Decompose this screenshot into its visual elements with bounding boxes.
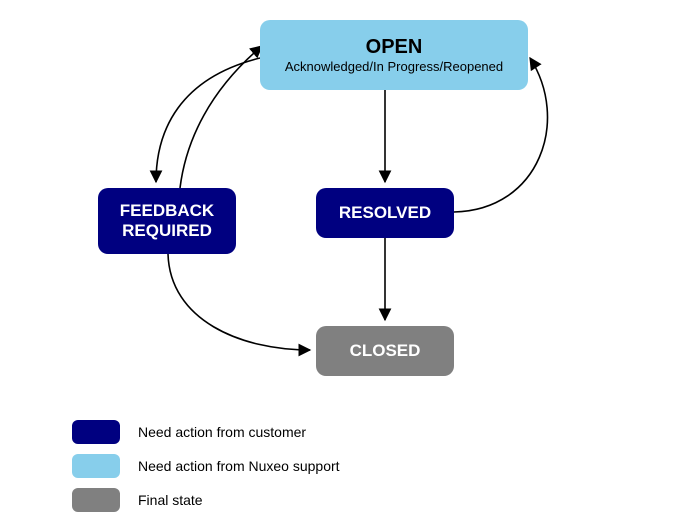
node-closed-title: CLOSED <box>350 341 421 361</box>
legend-label: Final state <box>138 492 203 508</box>
legend-swatch <box>72 420 120 444</box>
node-resolved: RESOLVED <box>316 188 454 238</box>
node-open-title: OPEN <box>366 36 423 59</box>
legend-item: Final state <box>72 488 340 512</box>
legend-item: Need action from customer <box>72 420 340 444</box>
diagram-canvas: OPEN Acknowledged/In Progress/Reopened F… <box>0 0 674 526</box>
legend-swatch <box>72 488 120 512</box>
edge-open-to-feedback <box>156 58 260 182</box>
edge-feedback-to-closed <box>168 254 310 350</box>
node-feedback-line1: FEEDBACK <box>120 201 214 221</box>
legend-swatch <box>72 454 120 478</box>
node-resolved-title: RESOLVED <box>339 203 431 223</box>
legend: Need action from customer Need action fr… <box>72 420 340 522</box>
legend-item: Need action from Nuxeo support <box>72 454 340 478</box>
node-closed: CLOSED <box>316 326 454 376</box>
edge-feedback-to-open <box>180 46 262 188</box>
legend-label: Need action from customer <box>138 424 306 440</box>
node-feedback-required: FEEDBACK REQUIRED <box>98 188 236 254</box>
node-feedback-line2: REQUIRED <box>122 221 212 241</box>
node-open-subtitle: Acknowledged/In Progress/Reopened <box>285 59 503 74</box>
node-open: OPEN Acknowledged/In Progress/Reopened <box>260 20 528 90</box>
legend-label: Need action from Nuxeo support <box>138 458 340 474</box>
